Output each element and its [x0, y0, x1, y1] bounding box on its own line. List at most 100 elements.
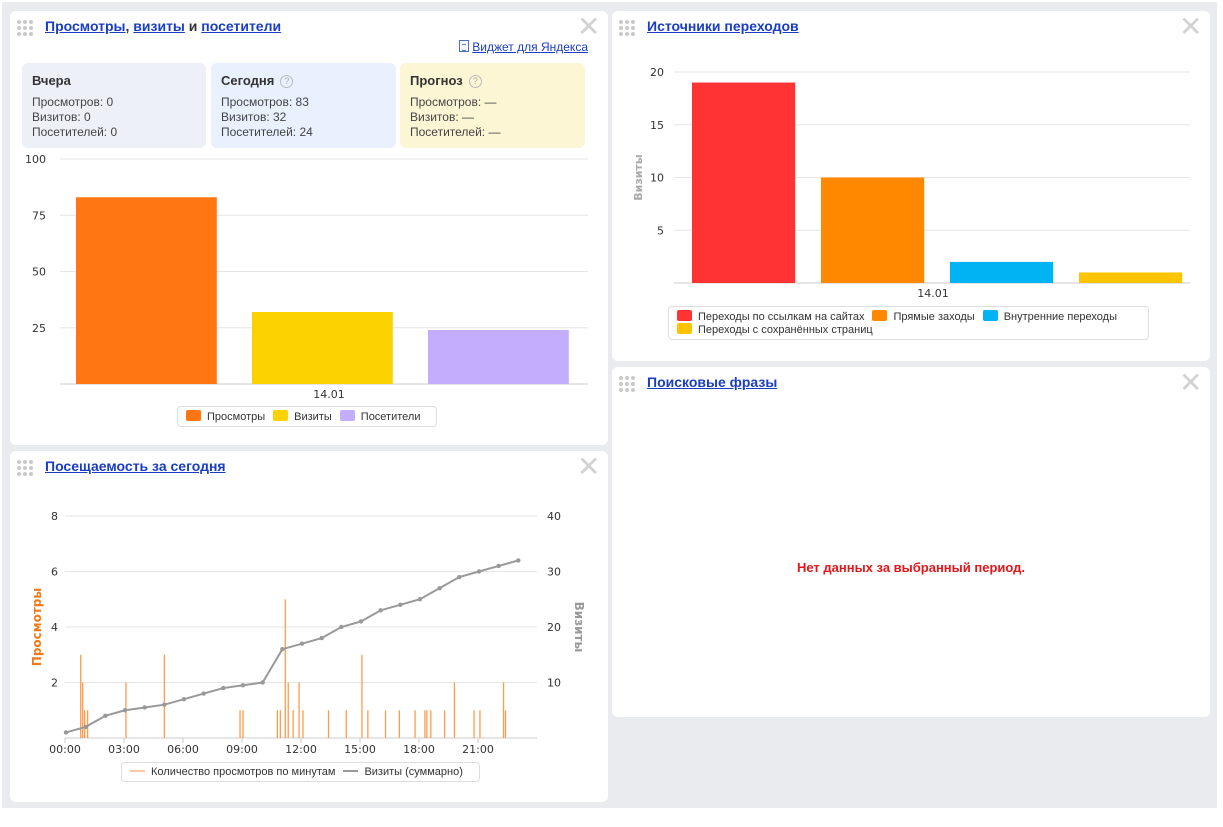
stat-box-forecast: Прогноз? Просмотров: — Визитов: — Посети…	[400, 63, 585, 148]
stat-box-title-text: Сегодня	[221, 73, 275, 88]
close-icon[interactable]: ✕	[577, 450, 601, 483]
legend-label: Визиты (суммарно)	[364, 766, 463, 778]
traffic-chart-legend: Просмотры Визиты Посетители	[177, 406, 438, 427]
title-separator: ,	[125, 18, 130, 34]
legend-item[interactable]: Визиты (суммарно)	[343, 766, 463, 778]
close-icon[interactable]: ✕	[577, 10, 601, 43]
stat-line-views: Просмотров: —	[410, 95, 497, 109]
visits-point	[260, 680, 265, 685]
visits-point	[280, 647, 285, 652]
visits-point	[398, 602, 403, 607]
legend-label: Количество просмотров по минутам	[151, 766, 336, 778]
visits-point	[378, 608, 383, 613]
legend-label: Визиты	[294, 411, 332, 423]
bar-1	[76, 197, 217, 384]
y-tick-label: 100	[25, 153, 46, 166]
drag-handle-icon[interactable]	[17, 460, 35, 478]
x-tick-label: 12:00	[285, 743, 317, 756]
sources-chart-legend: Переходы по ссылкам на сайтах Прямые захо…	[668, 306, 1149, 340]
bar-2	[821, 177, 925, 283]
x-tick-label: 14.01	[917, 287, 949, 300]
legend-item[interactable]: Визиты	[273, 410, 332, 423]
visits-point	[299, 641, 305, 646]
legend-item[interactable]: Переходы по ссылкам на сайтах	[677, 310, 864, 323]
legend-label: Прямые заходы	[893, 311, 975, 323]
y-tick-label-right: 40	[547, 510, 561, 523]
phrases-panel: Поисковые фразы ✕ Нет данных за выбранны…	[612, 367, 1210, 717]
legend-swatch	[677, 323, 692, 334]
stat-line-visits: Визитов: 32	[221, 110, 287, 124]
close-icon[interactable]: ✕	[1179, 10, 1203, 43]
visits-point	[83, 724, 88, 730]
views-link[interactable]: Просмотры	[45, 18, 126, 34]
x-tick-label: 06:00	[167, 743, 199, 756]
bar-2	[252, 312, 393, 384]
legend-item[interactable]: Прямые заходы	[872, 310, 975, 323]
y-tick-label: 5	[657, 224, 664, 237]
legend-swatch	[186, 410, 201, 421]
x-tick-label: 03:00	[108, 743, 140, 756]
attendance-link[interactable]: Посещаемость за сегодня	[45, 458, 226, 474]
legend-swatch	[273, 410, 289, 421]
legend-swatch	[339, 410, 355, 421]
stat-line-visitors: Посетителей: —	[410, 125, 501, 139]
help-icon[interactable]: ?	[468, 75, 482, 88]
bar-3	[428, 330, 569, 384]
drag-handle-icon[interactable]	[619, 376, 637, 394]
legend-swatch	[982, 310, 998, 321]
y-tick-label: 20	[650, 66, 664, 79]
drag-handle-icon[interactable]	[619, 20, 637, 38]
legend-swatch	[872, 310, 888, 321]
panel-title: Посещаемость за сегодня	[45, 458, 226, 474]
legend-item[interactable]: Посетители	[339, 410, 421, 423]
y-axis-label-left: Просмотры	[30, 588, 44, 666]
sources-bar-chart: 5 10 15 20 Визиты 14.01	[632, 66, 1190, 300]
close-icon[interactable]: ✕	[1179, 366, 1203, 399]
traffic-bar-chart: 25 50 75 100 14.01	[25, 153, 588, 401]
legend-label: Посетители	[360, 411, 421, 423]
stat-box-yesterday: Вчера Просмотров: 0 Визитов: 0 Посетител…	[22, 63, 206, 148]
visits-point	[221, 685, 226, 691]
visits-point	[122, 708, 128, 713]
attendance-line-chart: 2 4 6 8 10 20 30 40 00:00 03:00 06:00 09:00 12:00 15:…	[30, 510, 586, 756]
stat-line-views: Просмотров: 83	[221, 95, 309, 109]
legend-item[interactable]: Просмотры	[186, 410, 265, 423]
y-tick-label-left: 8	[51, 510, 58, 523]
y-axis-label-right: Визиты	[572, 602, 586, 653]
bar-4	[1079, 272, 1183, 283]
visits-point	[103, 713, 108, 718]
title-conjunction: и	[188, 18, 198, 34]
stat-line-views: Просмотров: 0	[32, 95, 114, 109]
visitors-link[interactable]: посетители	[201, 18, 282, 34]
y-tick-label-right: 10	[547, 677, 561, 690]
y-tick-label-left: 2	[51, 677, 58, 690]
phrases-link[interactable]: Поисковые фразы	[647, 374, 778, 390]
legend-label: Переходы по ссылкам на сайтах	[698, 311, 865, 323]
drag-handle-icon[interactable]	[17, 20, 35, 38]
stat-box-title-text: Прогноз	[410, 73, 463, 88]
legend-label: Просмотры	[207, 411, 266, 423]
legend-item[interactable]: Внутренние переходы	[982, 310, 1117, 323]
y-tick-label: 50	[32, 266, 46, 279]
sources-link[interactable]: Источники переходов	[647, 18, 799, 34]
panel-title: Поисковые фразы	[647, 374, 777, 390]
visits-link[interactable]: визиты	[133, 18, 185, 34]
x-tick-label: 18:00	[403, 743, 435, 756]
y-tick-label-right: 30	[547, 566, 561, 579]
visits-point	[319, 635, 324, 641]
panel-title: Просмотры, визиты и посетители	[45, 18, 281, 34]
visits-cumulative-line	[65, 559, 519, 734]
bar-3	[950, 261, 1054, 283]
legend-item[interactable]: Переходы с сохранённых страниц	[677, 323, 873, 336]
legend-swatch	[130, 770, 145, 772]
help-icon[interactable]: ?	[280, 75, 294, 88]
y-tick-label: 25	[32, 322, 46, 335]
legend-item[interactable]: Количество просмотров по минутам	[130, 766, 335, 778]
traffic-panel: Просмотры, визиты и посетители ✕ Виджет …	[10, 11, 608, 445]
visits-point	[417, 597, 423, 602]
stat-line-visits: Визитов: 0	[32, 110, 91, 124]
visits-point	[162, 702, 167, 707]
y-tick-label-left: 4	[51, 621, 58, 634]
yandex-widget-link[interactable]: Виджет для Яндекса	[459, 40, 588, 54]
legend-label: Переходы с сохранённых страниц	[698, 324, 873, 336]
